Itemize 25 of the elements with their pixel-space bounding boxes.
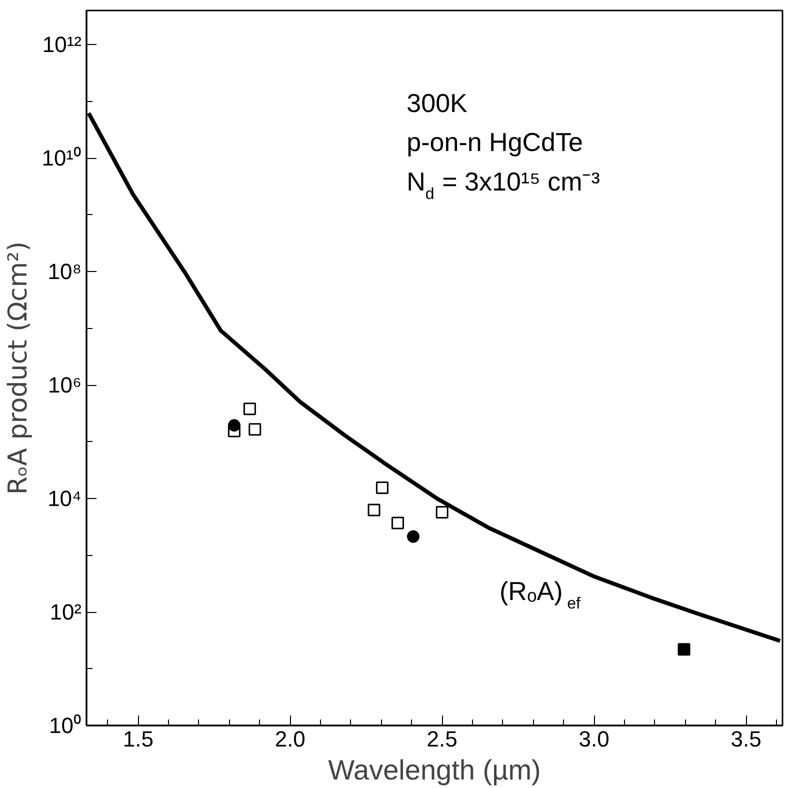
point — [406, 530, 420, 543]
x-tick-label: 3.5 — [730, 726, 762, 752]
point — [436, 506, 448, 518]
point — [228, 419, 240, 432]
x-tick-label: 1.5 — [122, 726, 154, 752]
point — [376, 482, 388, 494]
point — [248, 423, 262, 436]
annotation: p-on-n HgCdTe — [406, 127, 583, 158]
y-tick-label: 10⁰ — [49, 713, 82, 738]
x-tick-label: 2.5 — [426, 726, 458, 752]
point — [391, 516, 404, 530]
y-axis-title: RₒA product (Ωcm²) — [4, 241, 34, 495]
y-tick-label: 10¹⁰ — [42, 146, 82, 171]
point — [678, 643, 690, 656]
y-tick-label: 10¹² — [42, 32, 82, 58]
point — [243, 402, 256, 416]
annotation: 300K — [406, 88, 468, 118]
y-tick-label: 10⁸ — [48, 259, 82, 284]
point — [368, 504, 380, 516]
y-tick-label: 10⁶ — [48, 372, 82, 398]
x-tick-label: 2.0 — [274, 726, 306, 752]
y-tick-label: 10⁴ — [48, 486, 82, 512]
x-tick-label: 3.0 — [578, 726, 610, 752]
x-axis-title: Wavelength (µm) — [328, 754, 541, 786]
y-tick-label: 10² — [50, 600, 82, 625]
